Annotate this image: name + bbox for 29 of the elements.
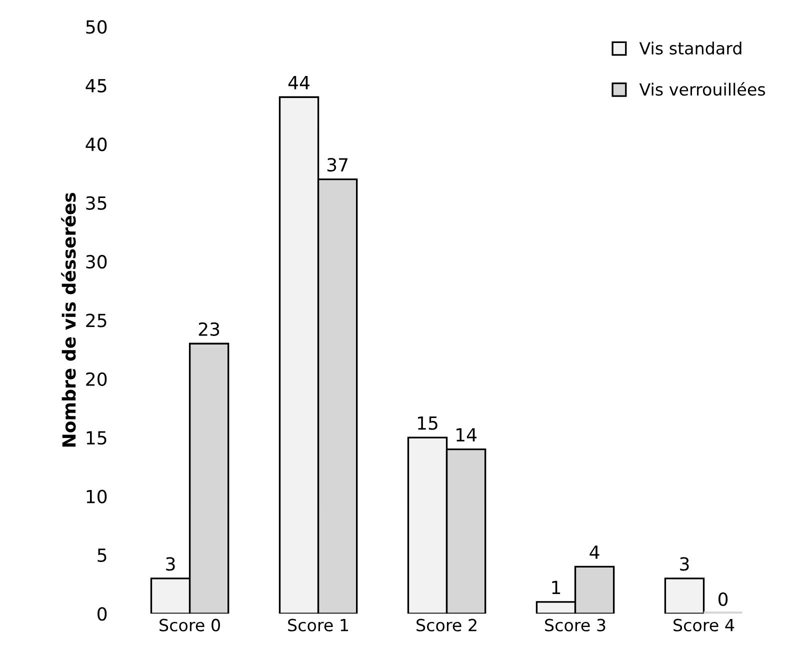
data-label: 37 [327, 158, 348, 172]
y-tick-label: 20 [86, 372, 107, 386]
x-tick-label: Score 2 [416, 618, 476, 632]
data-label: 1 [552, 580, 560, 594]
legend-label: Vis standard [639, 42, 742, 55]
y-tick-label: 0 [98, 607, 107, 621]
y-tick-label: 25 [86, 314, 106, 328]
y-tick-label: 35 [86, 196, 106, 210]
y-axis-title: Nombre de vis désserées [61, 192, 76, 447]
y-tick-label: 15 [86, 431, 106, 445]
data-label: 3 [680, 557, 689, 571]
data-label: 4 [590, 546, 600, 559]
data-label: 3 [166, 557, 175, 571]
data-label: 44 [288, 76, 310, 90]
y-tick-label: 5 [98, 548, 106, 562]
data-label: 14 [456, 428, 477, 442]
data-label: 23 [198, 322, 220, 336]
y-tick-label: 30 [86, 254, 107, 269]
data-label: 15 [418, 416, 438, 430]
data-label: 0 [718, 592, 728, 606]
x-tick-label: Score 4 [674, 618, 734, 632]
y-tick-label: 45 [86, 79, 106, 92]
x-tick-label: Score 1 [288, 618, 348, 632]
legend-label: Vis verrouillées [639, 82, 766, 96]
x-tick-label: Score 3 [545, 618, 606, 632]
y-tick-label: 50 [86, 20, 107, 34]
y-tick-label: 10 [86, 490, 107, 504]
x-tick-label: Score 0 [160, 618, 220, 632]
y-tick-label: 40 [86, 138, 107, 152]
